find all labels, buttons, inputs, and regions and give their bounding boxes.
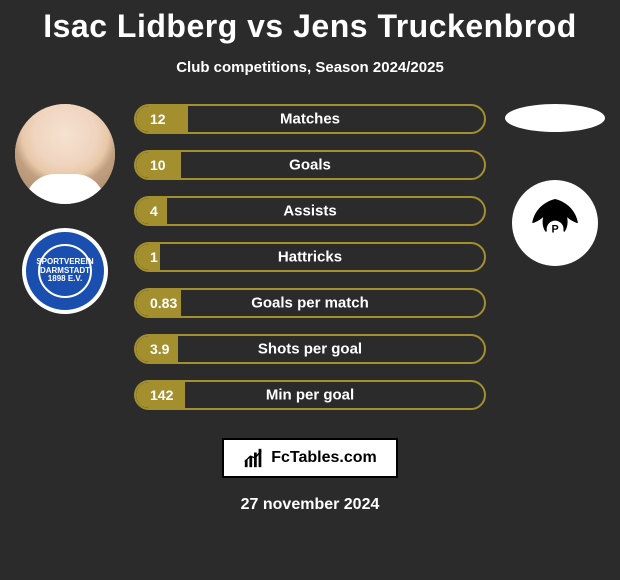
stat-bar-row: 3.9Shots per goal [134, 334, 486, 364]
player-left-avatar [15, 104, 115, 204]
eagle-icon: P [525, 193, 585, 253]
stat-bar-row: 4Assists [134, 196, 486, 226]
footer-date: 27 november 2024 [0, 496, 620, 514]
stat-bar-row: 142Min per goal [134, 380, 486, 410]
stat-bar-row: 0.83Goals per match [134, 288, 486, 318]
brand-text: FcTables.com [271, 449, 377, 467]
player-right-avatar-placeholder [505, 104, 605, 132]
stat-bar-label: Assists [136, 203, 484, 220]
stat-bar-label: Goals per match [136, 295, 484, 312]
stat-bars: 12Matches 10Goals 4Assists 1Hattricks 0.83Go… [134, 104, 486, 410]
player-left-club-badge: SPORTVEREIN DARMSTADT 1898 E.V. [22, 228, 108, 314]
stat-bar-label: Shots per goal [136, 341, 484, 358]
stat-bar-label: Matches [136, 111, 484, 128]
stat-bar-row: 12Matches [134, 104, 486, 134]
stat-bar-label: Goals [136, 157, 484, 174]
stat-bar-label: Hattricks [136, 249, 484, 266]
season-subtitle: Club competitions, Season 2024/2025 [0, 59, 620, 76]
player-left-club-text: SPORTVEREIN DARMSTADT 1898 E.V. [38, 244, 93, 299]
player-left-column: SPORTVEREIN DARMSTADT 1898 E.V. [10, 104, 120, 314]
stat-bar-label: Min per goal [136, 387, 484, 404]
brand-badge: FcTables.com [222, 438, 398, 478]
player-right-column: P [500, 104, 610, 266]
stat-bar-row: 10Goals [134, 150, 486, 180]
player-right-club-badge: P [512, 180, 598, 266]
player-left-avatar-fill [15, 104, 115, 204]
chart-icon [243, 447, 265, 469]
comparison-area: SPORTVEREIN DARMSTADT 1898 E.V. P 12Matc… [0, 104, 620, 424]
club-right-letter: P [551, 224, 558, 236]
stat-bar-row: 1Hattricks [134, 242, 486, 272]
page-title: Isac Lidberg vs Jens Truckenbrod [0, 0, 620, 45]
